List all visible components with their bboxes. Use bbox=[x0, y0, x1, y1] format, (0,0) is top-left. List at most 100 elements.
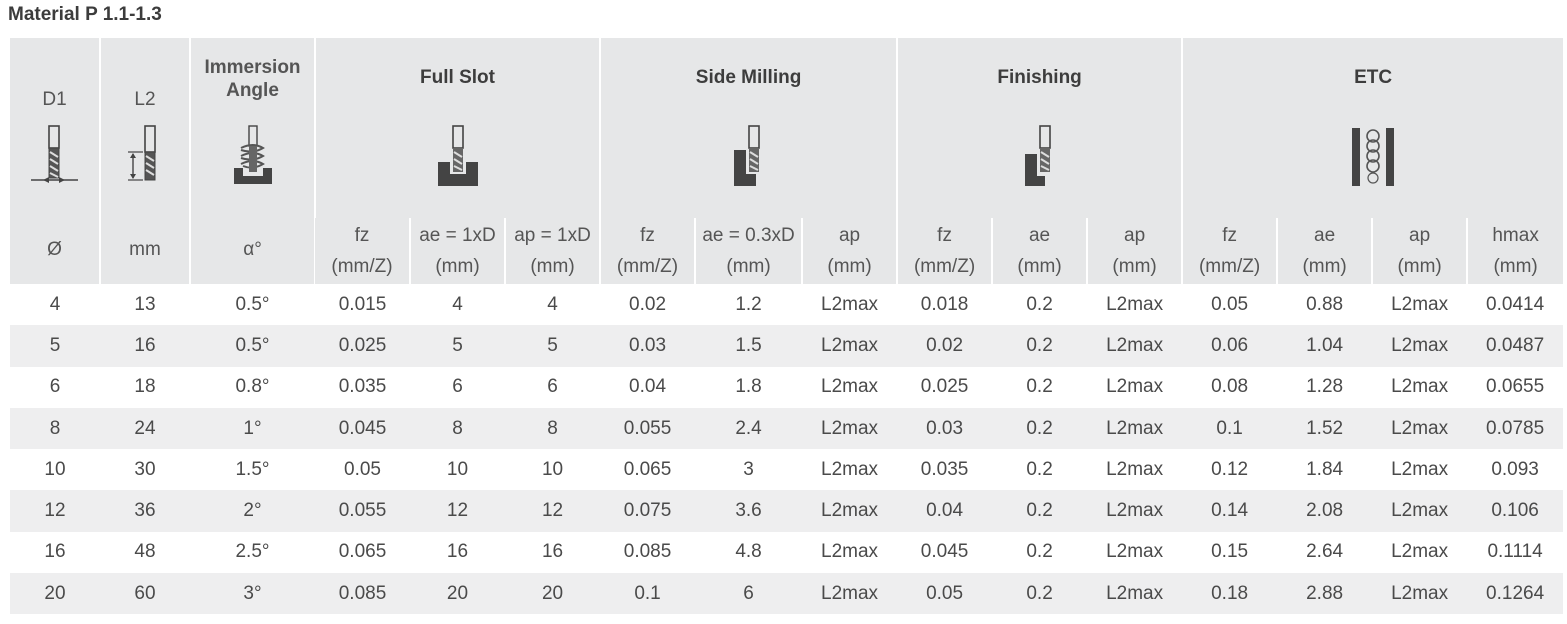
header-angle-line2: Angle bbox=[226, 80, 279, 101]
table-cell: 8 bbox=[10, 407, 100, 450]
table-cell: 0.02 bbox=[629, 293, 667, 315]
end-mill-length-icon bbox=[125, 124, 165, 186]
table-cell: 1.52 bbox=[1277, 407, 1373, 450]
table-cell: 5 bbox=[410, 325, 505, 367]
table-cell: 0.093 bbox=[1491, 458, 1539, 480]
table-cell: L2max bbox=[1087, 490, 1183, 532]
table-cell: 20 bbox=[10, 573, 100, 615]
finishing-icon bbox=[1023, 124, 1057, 186]
table-cell: 20 bbox=[410, 573, 505, 615]
table-cell: 0.03 bbox=[897, 407, 993, 450]
table-cell: 0.2 bbox=[992, 490, 1088, 532]
table-cell: 2° bbox=[190, 490, 315, 532]
table-cell: 1.2 bbox=[735, 293, 762, 315]
table-cell: 0.055 bbox=[600, 407, 696, 450]
table-cell: 0.045 bbox=[315, 407, 410, 450]
table-cell: 0.1 bbox=[1182, 407, 1278, 450]
table-cell: 6 bbox=[452, 376, 463, 398]
table-cell: 3° bbox=[190, 573, 315, 615]
table-cell: 0.025 bbox=[315, 325, 410, 367]
group-etc: ETC bbox=[1181, 38, 1564, 218]
table-cell: 0.02 bbox=[897, 325, 993, 367]
table-cell: L2max bbox=[821, 541, 879, 563]
table-cell: 60 bbox=[100, 573, 190, 615]
table-cell: 0.2 bbox=[1026, 293, 1053, 315]
table-cell: L2max bbox=[802, 573, 898, 615]
table-cell: L2max bbox=[1372, 573, 1468, 615]
table-cell: 16 bbox=[446, 541, 469, 563]
table-cell: 16 bbox=[44, 541, 66, 563]
table-cell: 1.84 bbox=[1306, 458, 1344, 480]
table-cell: 1.28 bbox=[1306, 376, 1344, 398]
table-cell: L2max bbox=[1372, 407, 1468, 450]
table-cell: 0.2 bbox=[992, 325, 1088, 367]
table-cell: 1.8 bbox=[735, 376, 762, 398]
table-cell: 0.06 bbox=[1182, 325, 1278, 367]
table-cell: 0.065 bbox=[623, 458, 672, 480]
subheader-etc-hmax: hmax (mm) bbox=[1466, 218, 1564, 284]
table-cell: 0.1264 bbox=[1467, 573, 1564, 615]
table-cell: 0.085 bbox=[315, 573, 410, 615]
header-d1-label: D1 bbox=[42, 89, 67, 110]
group-finishing-label: Finishing bbox=[997, 67, 1082, 88]
table-row: 4 13 0.5° 0.015 4 4 0.02 1.2 L2max 0.018 0.2 L2max 0… bbox=[10, 284, 1563, 325]
table-cell: 10 bbox=[446, 458, 469, 480]
side-milling-icon bbox=[732, 124, 766, 186]
ramping-icon bbox=[231, 124, 275, 186]
table-cell: 1.04 bbox=[1277, 325, 1373, 367]
table-cell: 0.88 bbox=[1306, 293, 1344, 315]
subheader-etc-fz: fz (mm/Z) bbox=[1181, 218, 1278, 284]
table-cell: 36 bbox=[100, 490, 190, 532]
table-cell: 6 bbox=[695, 573, 803, 615]
table-cell: 0.04 bbox=[629, 376, 667, 398]
subheader-finish-ae: ae (mm) bbox=[991, 218, 1088, 284]
table-body: 4 13 0.5° 0.015 4 4 0.02 1.2 L2max 0.018 0.2 L2max 0… bbox=[10, 284, 1564, 615]
table-cell: 0.04 bbox=[897, 490, 993, 532]
table-cell: 13 bbox=[134, 293, 156, 315]
subheader-finish-fz: fz (mm/Z) bbox=[896, 218, 993, 284]
table-cell: 0.03 bbox=[600, 325, 696, 367]
table-cell: 0.015 bbox=[338, 293, 387, 315]
table-cell: L2max bbox=[802, 325, 898, 367]
table-row: 20 60 3° 0.085 20 20 0.1 6 L2max 0.05 0.2 L2max 0.18… bbox=[10, 573, 1564, 615]
subheader-slot-ae: ae = 1xD (mm) bbox=[409, 218, 505, 284]
table-row: 6 18 0.8° 0.035 6 6 0.04 1.8 L2max 0.025 0.2 L2max 0… bbox=[10, 367, 1563, 408]
table-cell: 0.2 bbox=[1026, 541, 1053, 563]
table-cell: 12 bbox=[10, 490, 100, 532]
table-cell: 0.12 bbox=[1211, 458, 1249, 480]
table-cell: L2max bbox=[1372, 490, 1468, 532]
table-cell: 4.8 bbox=[735, 541, 762, 563]
table-row: 10 30 1.5° 0.05 10 10 0.065 3 L2max 0.035 0.2 L2max… bbox=[10, 449, 1563, 490]
cutting-data-table: D1 Ø L2 bbox=[10, 38, 1564, 615]
table-cell: 0.018 bbox=[920, 293, 969, 315]
table-cell: 12 bbox=[410, 490, 505, 532]
table-cell: 0.14 bbox=[1182, 490, 1278, 532]
header-l2-unit: mm bbox=[129, 239, 161, 260]
table-cell: 16 bbox=[100, 325, 190, 367]
subheader-side-fz: fz (mm/Z) bbox=[599, 218, 696, 284]
table-cell: 12 bbox=[505, 490, 601, 532]
table-cell: 0.035 bbox=[338, 376, 387, 398]
group-side-milling-label: Side Milling bbox=[695, 67, 802, 88]
table-cell: 1° bbox=[190, 407, 315, 450]
table-cell: L2max bbox=[1391, 376, 1449, 398]
table-cell: 0.5° bbox=[190, 325, 315, 367]
table-cell: 3 bbox=[743, 458, 754, 480]
header-l2-label: L2 bbox=[134, 89, 156, 110]
group-full-slot: Full Slot bbox=[313, 38, 601, 218]
table-cell: 0.2 bbox=[1026, 376, 1053, 398]
table-cell: L2max bbox=[802, 490, 898, 532]
table-cell: 0.1 bbox=[600, 573, 696, 615]
table-cell: 0.106 bbox=[1467, 490, 1564, 532]
table-cell: 2.88 bbox=[1277, 573, 1373, 615]
group-full-slot-label: Full Slot bbox=[420, 67, 495, 88]
table-cell: L2max bbox=[1087, 573, 1183, 615]
table-cell: 10 bbox=[44, 458, 66, 480]
table-cell: 0.15 bbox=[1211, 541, 1249, 563]
header-d1-unit: Ø bbox=[47, 239, 62, 260]
table-cell: 0.05 bbox=[1211, 293, 1249, 315]
subheader-side-ap: ap (mm) bbox=[801, 218, 898, 284]
group-etc-label: ETC bbox=[1354, 67, 1393, 88]
table-cell: 30 bbox=[134, 458, 156, 480]
table-row: 5 16 0.5° 0.025 5 5 0.03 1.5 L2max 0.02 0.2 L2max 0.… bbox=[10, 325, 1564, 367]
